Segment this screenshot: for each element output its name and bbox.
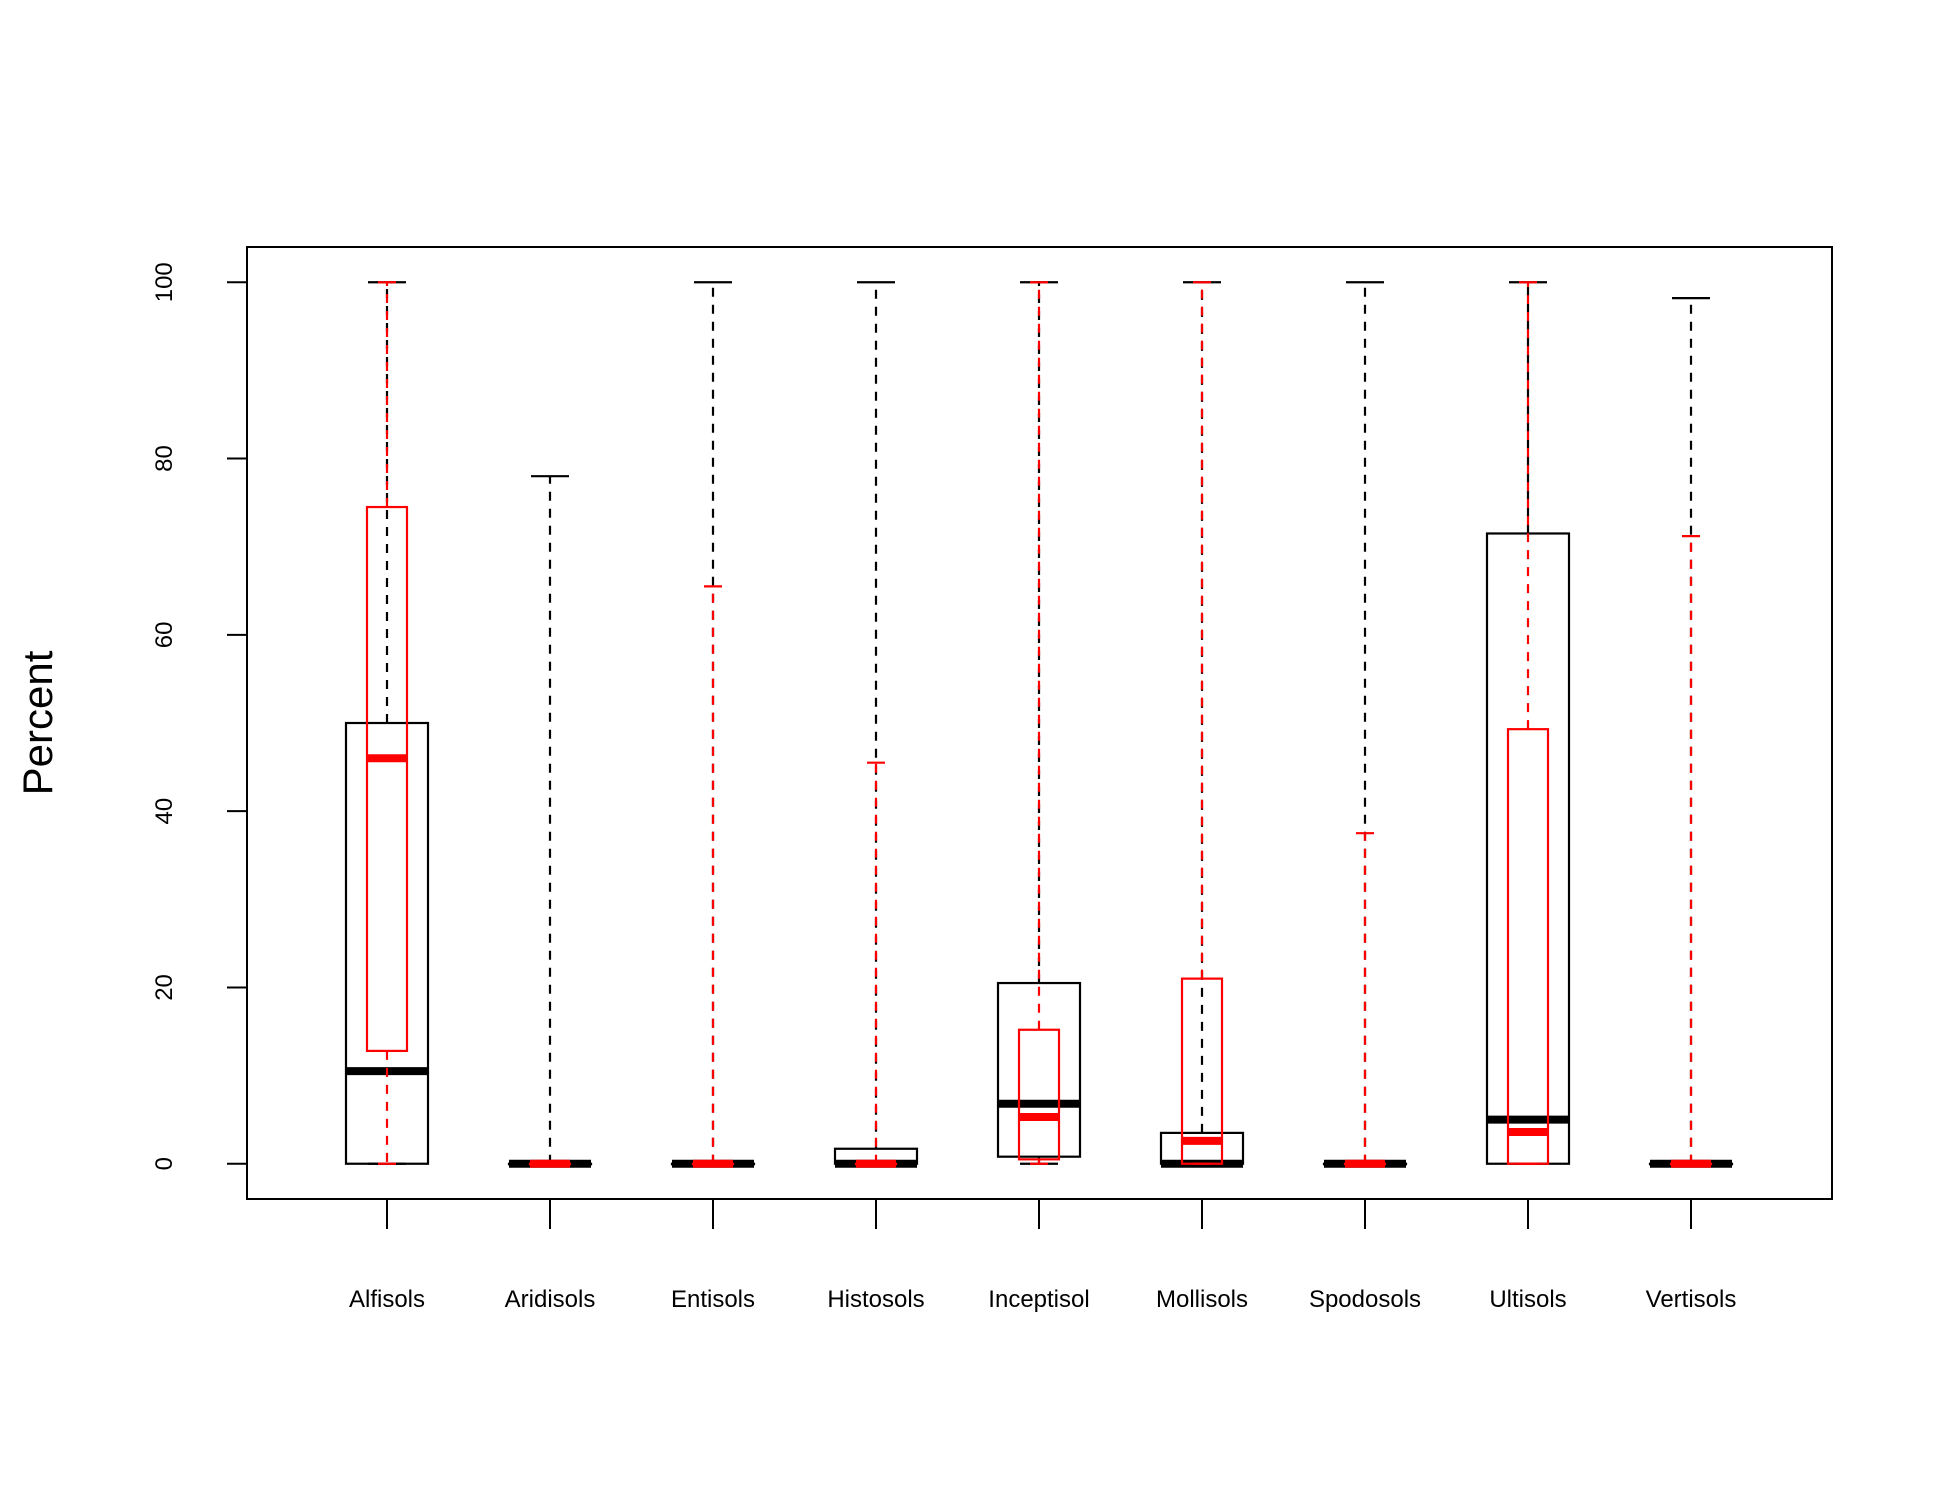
iqr-box bbox=[344, 721, 430, 1165]
box-black bbox=[1322, 281, 1408, 1168]
iqr-box bbox=[365, 505, 409, 1053]
iqr-box bbox=[1017, 1028, 1061, 1161]
box-red bbox=[854, 761, 898, 1168]
x-tick-label: Alfisols bbox=[349, 1286, 425, 1313]
y-tick-label: 20 bbox=[151, 974, 178, 1001]
x-tick-label: Mollisols bbox=[1156, 1286, 1248, 1313]
x-tick-label: Entisols bbox=[671, 1286, 755, 1313]
x-axis: Alfisols Aridisols Entisols Histosols Incept… bbox=[349, 1199, 1736, 1313]
box-black bbox=[833, 281, 919, 1168]
box-red bbox=[1017, 281, 1061, 1165]
y-tick-label: 0 bbox=[151, 1157, 178, 1170]
boxes-layer bbox=[344, 281, 1734, 1168]
y-axis: 0 20 40 60 80 100 bbox=[151, 262, 247, 1170]
box-red bbox=[1180, 281, 1224, 1165]
x-tick-label: Ultisols bbox=[1489, 1286, 1566, 1313]
y-tick-label: 100 bbox=[151, 262, 178, 302]
iqr-box bbox=[1180, 977, 1224, 1165]
box-red bbox=[1669, 535, 1713, 1168]
iqr-box bbox=[1506, 728, 1550, 1165]
x-tick-label: Vertisols bbox=[1646, 1286, 1737, 1313]
box-red bbox=[365, 281, 409, 1165]
box-red bbox=[691, 585, 735, 1168]
box-black bbox=[507, 475, 593, 1168]
x-tick-label: Histosols bbox=[827, 1286, 924, 1313]
y-tick-label: 40 bbox=[151, 798, 178, 825]
x-tick-label: Aridisols bbox=[505, 1286, 596, 1313]
iqr-box bbox=[1485, 532, 1571, 1165]
y-tick-label: 80 bbox=[151, 445, 178, 472]
box-black bbox=[670, 281, 756, 1168]
y-tick-label: 60 bbox=[151, 622, 178, 649]
x-tick-label: Inceptisol bbox=[988, 1286, 1089, 1313]
iqr-box bbox=[996, 981, 1082, 1158]
y-axis-label: Percent bbox=[14, 650, 61, 795]
box-red bbox=[528, 1159, 572, 1168]
box-red bbox=[1506, 281, 1550, 1165]
x-tick-label: Spodosols bbox=[1309, 1286, 1421, 1313]
box-red bbox=[1343, 832, 1387, 1168]
